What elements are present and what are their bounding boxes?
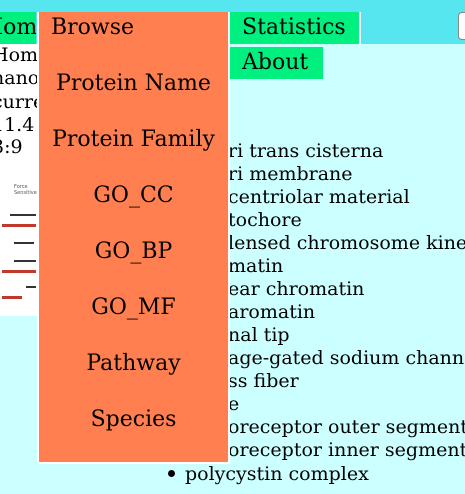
info-line: 11.4 bbox=[0, 114, 35, 136]
nav-tab-statistics-label: Statistics bbox=[242, 15, 346, 40]
list-item[interactable]: ri membrane bbox=[228, 163, 353, 185]
list-item[interactable]: ss fiber bbox=[228, 370, 299, 392]
nav-tab-home[interactable]: Home bbox=[0, 12, 36, 44]
info-line: curre bbox=[0, 91, 40, 113]
list-item[interactable]: ri trans cisterna bbox=[228, 140, 384, 162]
figure-structure bbox=[2, 296, 22, 299]
menu-item-pathway[interactable]: Pathway bbox=[86, 351, 181, 376]
nav-tab-about-label: About bbox=[242, 50, 309, 75]
bullet-icon bbox=[168, 469, 175, 477]
figure-annotation: Force Sensitive bbox=[14, 184, 37, 196]
protein-figure: Force Sensitive bbox=[0, 162, 40, 312]
figure-arrow bbox=[26, 286, 36, 288]
menu-item-go-bp[interactable]: GO_BP bbox=[94, 239, 173, 264]
info-line: 3:9 bbox=[0, 136, 23, 158]
figure-structure bbox=[2, 224, 36, 227]
menu-item-go-mf[interactable]: GO_MF bbox=[91, 295, 176, 320]
search-input[interactable] bbox=[458, 12, 465, 40]
list-item[interactable]: e bbox=[228, 393, 240, 415]
list-item[interactable]: nal tip bbox=[228, 324, 290, 346]
list-item[interactable]: age-gated sodium channe bbox=[228, 347, 465, 369]
menu-item-go-cc[interactable]: GO_CC bbox=[93, 183, 174, 208]
browse-dropdown-menu: Browse Protein Name Protein Family GO_CC… bbox=[37, 12, 230, 464]
list-item[interactable]: oreceptor outer segment bbox=[228, 416, 465, 438]
list-item[interactable]: ear chromatin bbox=[228, 278, 365, 300]
list-item[interactable]: centriolar material bbox=[228, 186, 410, 208]
list-item[interactable]: aromatin bbox=[228, 301, 316, 323]
list-item[interactable]: tochore bbox=[228, 209, 302, 231]
browse-menu-title[interactable]: Browse bbox=[51, 15, 135, 40]
menu-item-protein-name[interactable]: Protein Name bbox=[56, 71, 211, 96]
figure-arrow bbox=[14, 242, 34, 244]
menu-item-species[interactable]: Species bbox=[90, 407, 177, 432]
list-item[interactable]: matin bbox=[228, 255, 284, 277]
nav-tab-statistics[interactable]: Statistics bbox=[230, 12, 361, 44]
nav-tab-about[interactable]: About bbox=[230, 47, 323, 79]
list-item[interactable]: oreceptor inner segment bbox=[228, 439, 465, 461]
figure-arrow bbox=[14, 260, 36, 262]
info-line: nano bbox=[0, 67, 40, 89]
figure-arrow bbox=[10, 214, 36, 216]
list-item-polycystin[interactable]: polycystin complex bbox=[168, 463, 369, 486]
figure-structure bbox=[2, 270, 36, 273]
menu-item-protein-family[interactable]: Protein Family bbox=[52, 127, 215, 152]
list-item[interactable]: lensed chromosome kinet bbox=[228, 232, 465, 254]
list-item-label: polycystin complex bbox=[185, 463, 369, 485]
info-line: Home bbox=[0, 44, 40, 66]
nav-tab-home-label: Home bbox=[0, 15, 36, 40]
